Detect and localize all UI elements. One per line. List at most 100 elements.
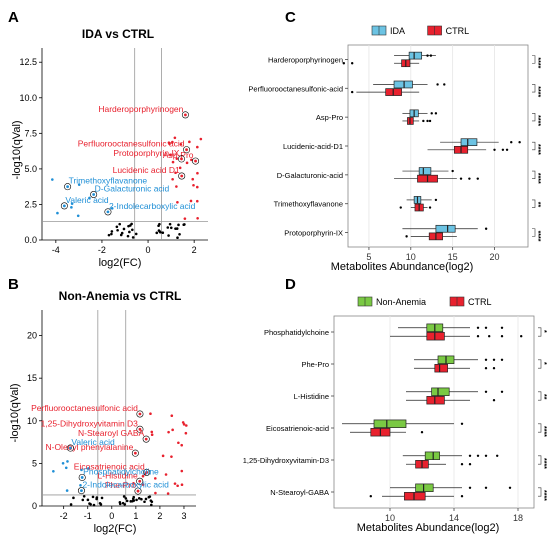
data-point [66, 460, 69, 463]
y-tick-label: 10.0 [19, 93, 37, 103]
highlighted-point [133, 451, 137, 455]
data-point [175, 157, 179, 160]
data-point [155, 231, 159, 235]
outlier-point [405, 235, 408, 238]
point-label: 2-Indolecarboxylic acid [109, 201, 196, 211]
data-point [158, 230, 161, 233]
box [408, 51, 423, 60]
category-label: Protoporphyrin-IX [284, 229, 343, 238]
significance-stars: **** [540, 490, 547, 501]
data-point [92, 503, 96, 507]
outlier-point [436, 83, 439, 86]
data-point [180, 469, 184, 473]
box [418, 167, 432, 175]
y-tick-label: 12.5 [19, 57, 37, 67]
x-tick-label: 0 [109, 511, 114, 521]
data-point [171, 140, 174, 144]
outlier-point [510, 140, 513, 144]
box [431, 387, 450, 396]
highlighted-point [138, 412, 142, 416]
legend-label: Non-Anemia [376, 297, 426, 307]
data-point [174, 171, 177, 175]
data-point [150, 433, 154, 436]
point-label: Eicosatrienoic acid [74, 461, 145, 471]
data-point [192, 183, 195, 187]
data-point [118, 502, 122, 506]
box [460, 138, 478, 147]
data-point [168, 142, 171, 146]
data-point [166, 226, 170, 229]
data-point [176, 200, 179, 204]
x-tick-label: 2 [192, 245, 197, 255]
highlighted-point [62, 204, 66, 208]
data-point [98, 501, 102, 505]
significance-bracket [532, 228, 536, 237]
data-point [149, 412, 152, 415]
significance-stars: **** [534, 173, 541, 184]
data-point [180, 443, 184, 447]
box [415, 483, 434, 492]
data-point [150, 500, 154, 504]
data-point [79, 484, 82, 487]
y-tick-label: 2.5 [24, 199, 37, 209]
data-point [64, 466, 68, 470]
data-point [77, 183, 81, 186]
box [426, 332, 445, 341]
significance-bracket [532, 113, 536, 122]
y-axis-label: -log10(qVal) [11, 120, 23, 179]
outlier-point [460, 463, 464, 466]
x-tick-label: 1 [133, 511, 138, 521]
x-tick-label: 18 [513, 513, 523, 523]
outlier-point [484, 486, 488, 489]
highlighted-point-ring [78, 473, 86, 481]
highlighted-point-ring [66, 444, 74, 452]
panel-letter-b: B [8, 276, 19, 293]
data-point [82, 494, 86, 498]
data-point [196, 171, 199, 175]
x-tick-label: 14 [449, 513, 459, 523]
outlier-point [434, 198, 438, 202]
data-point [164, 473, 168, 476]
highlighted-point-ring [177, 155, 185, 163]
data-point [195, 199, 199, 203]
outlier-point [443, 83, 446, 86]
data-point [150, 430, 154, 434]
outlier-point [508, 486, 512, 489]
outlier-point [426, 119, 429, 123]
data-point [72, 496, 75, 500]
outlier-point [484, 390, 488, 393]
outlier-point [484, 454, 488, 457]
y-tick-label: 5.0 [24, 164, 37, 174]
significance-stars: **** [534, 144, 541, 155]
significance-stars: **** [534, 86, 541, 97]
point-label: 2-Indolecarboxylic acid [82, 480, 169, 490]
legend-label: IDA [390, 26, 405, 36]
boxplot-ida-vs-ctrl: Metabolites Abundance(log2) 5 10 15 20 IDA CT… [248, 25, 541, 273]
highlighted-point-ring [77, 487, 85, 495]
highlighted-point [185, 148, 188, 152]
highlighted-point [138, 479, 142, 483]
y-tick-label: 10 [27, 416, 37, 426]
data-point [180, 483, 184, 486]
significance-stars: ** [534, 202, 541, 208]
significance-stars: * [540, 362, 547, 365]
point-label: Valeric acid [65, 195, 109, 205]
data-point [169, 153, 172, 157]
data-point [190, 158, 193, 162]
x-tick-label: 2 [157, 511, 162, 521]
highlighted-point-ring [90, 190, 98, 198]
data-point [199, 137, 203, 141]
data-point [132, 481, 135, 485]
data-point [174, 227, 177, 230]
category-label: Phosphatidylchoine [264, 328, 329, 337]
data-point [56, 211, 59, 215]
x-tick-label: -2 [98, 245, 106, 255]
data-point [86, 498, 90, 502]
point-label: Harderoporphyrinogen [98, 104, 183, 114]
x-tick-label: 15 [448, 252, 458, 262]
outlier-point [520, 335, 523, 338]
significance-bracket [532, 141, 536, 151]
data-point [100, 496, 104, 500]
outlier-point [493, 148, 496, 152]
